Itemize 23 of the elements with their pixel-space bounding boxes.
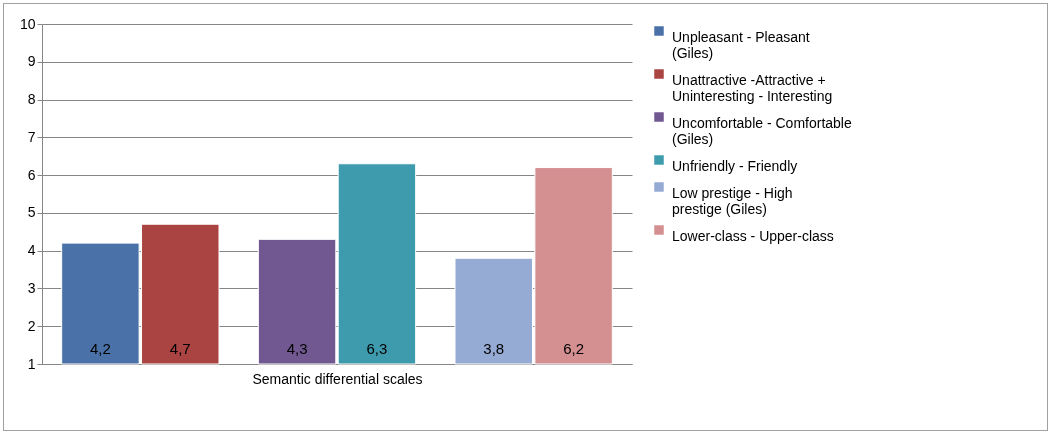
y-tick-label: 5 bbox=[27, 204, 36, 221]
y-tick-label: 9 bbox=[27, 53, 36, 70]
x-axis-title: Semantic differential scales bbox=[252, 370, 423, 387]
legend-label: Uncomfortable - Comfortable (Giles) bbox=[672, 115, 852, 147]
y-tick-label: 4 bbox=[27, 242, 36, 259]
legend-label: Unpleasant - Pleasant (Giles) bbox=[672, 29, 810, 61]
data-label: 4,2 bbox=[89, 340, 111, 357]
y-tick-label: 7 bbox=[27, 128, 36, 145]
y-tick-label: 2 bbox=[27, 317, 36, 334]
legend-label: Unfriendly - Friendly bbox=[672, 158, 798, 174]
y-tick-label: 8 bbox=[27, 91, 36, 108]
y-tick-label: 3 bbox=[27, 279, 36, 296]
data-label: 6,2 bbox=[563, 340, 585, 357]
y-tick-label: 6 bbox=[27, 166, 36, 183]
legend-label: Unattractive -Attractive + Uninteresting - Interesting bbox=[672, 72, 833, 104]
y-tick-label: 1 bbox=[27, 355, 36, 372]
data-label: 3,8 bbox=[483, 340, 505, 357]
legend-label: Low prestige - High prestige (Giles) bbox=[672, 185, 793, 217]
data-label: 4,3 bbox=[286, 340, 308, 357]
legend-label: Lower-class - Upper-class bbox=[672, 228, 834, 244]
data-label: 6,3 bbox=[366, 340, 388, 357]
data-label: 4,7 bbox=[169, 340, 191, 357]
y-tick-label: 10 bbox=[19, 15, 36, 32]
